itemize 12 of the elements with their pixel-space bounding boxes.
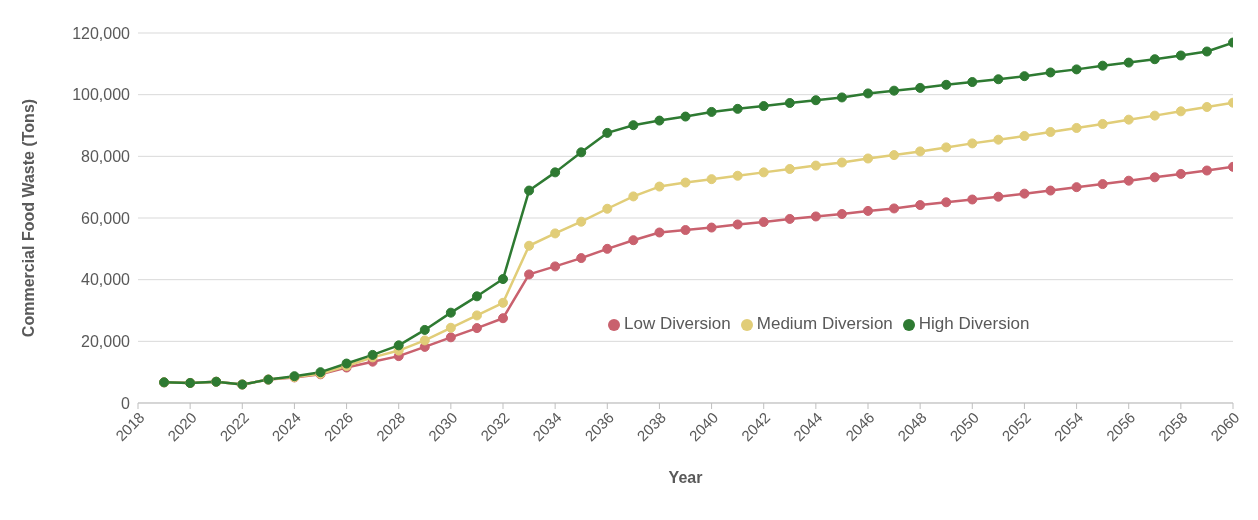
y-axis-title: Commercial Food Waste (Tons): [19, 98, 37, 338]
y-tick-label: 0: [121, 394, 131, 412]
y-tick-label: 80,000: [81, 148, 131, 166]
legend-label: Low Diversion: [624, 314, 731, 333]
y-tick-label: 120,000: [72, 24, 131, 42]
x-axis-title: Year: [668, 469, 703, 486]
y-tick-label: 100,000: [72, 86, 131, 104]
legend-label: Medium Diversion: [756, 314, 893, 333]
y-tick-label: 40,000: [81, 271, 131, 289]
y-tick-label: 20,000: [81, 333, 131, 351]
y-tick-label: 60,000: [81, 209, 131, 227]
legend-label: High Diversion: [918, 314, 1030, 333]
